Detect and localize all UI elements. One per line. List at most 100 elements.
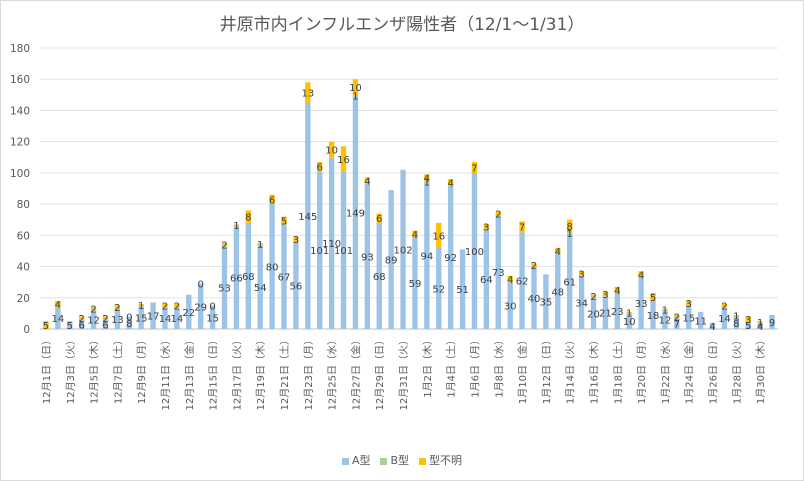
bar-segment xyxy=(495,211,501,216)
bar-segment xyxy=(126,316,132,329)
bar-segment xyxy=(317,171,323,329)
y-tick-label: 180 xyxy=(10,43,30,55)
bar-segment xyxy=(769,314,775,329)
data-label: 4 xyxy=(507,275,513,286)
x-tick-label: 12月31日（火） xyxy=(398,335,410,410)
data-label: 80 xyxy=(266,263,279,274)
data-label: 1 xyxy=(757,318,763,329)
data-label: 40 xyxy=(528,294,541,305)
bar-segment xyxy=(328,157,335,329)
data-label: 23 xyxy=(611,307,624,318)
bar-segment xyxy=(162,304,168,308)
bar-segment xyxy=(638,271,644,278)
bar-segment xyxy=(602,291,609,297)
bar-segment xyxy=(578,271,585,276)
data-label: 7 xyxy=(519,223,525,234)
data-label: 53 xyxy=(218,284,231,295)
x-tick-label: 12月5日（木） xyxy=(89,335,101,404)
data-label: 4 xyxy=(55,300,61,311)
data-label: 10 xyxy=(623,317,636,328)
data-label: 33 xyxy=(635,299,648,310)
bar-segment xyxy=(412,236,418,329)
bar-segment xyxy=(162,307,168,329)
data-label: 6 xyxy=(269,195,275,206)
x-tick-label: 12月1日（日） xyxy=(41,335,53,404)
bar-segment xyxy=(531,263,537,267)
bar-segment xyxy=(721,304,728,308)
x-tick-label: 1月16日（木） xyxy=(589,335,601,404)
data-label: 8 xyxy=(567,222,573,233)
legend-label: B型 xyxy=(390,454,410,467)
data-label: 110 xyxy=(322,239,341,250)
data-label: 15 xyxy=(682,313,695,324)
x-tick-label: 12月19日（木） xyxy=(255,335,267,410)
x-tick-label: 1月28日（火） xyxy=(731,335,743,404)
data-label: 15 xyxy=(206,313,219,324)
bar-segment xyxy=(352,79,359,95)
x-tick-label: 12月9日（月） xyxy=(136,335,148,404)
data-label: 2 xyxy=(162,302,168,313)
data-label: 10 xyxy=(349,83,362,94)
bar-segment xyxy=(436,247,442,329)
data-label: 2 xyxy=(531,261,537,272)
bar-segment xyxy=(424,180,430,183)
data-label: 2 xyxy=(174,302,180,313)
data-label: 51 xyxy=(456,285,469,296)
bar-segment xyxy=(55,300,61,308)
bar-segment xyxy=(114,308,121,329)
bar-segment xyxy=(626,311,632,314)
data-label: 2 xyxy=(114,303,120,314)
bar-segment xyxy=(567,219,573,233)
data-label: 52 xyxy=(432,284,445,295)
data-label: 48 xyxy=(551,288,564,299)
bar-segment xyxy=(102,319,109,329)
data-label: 14 xyxy=(51,314,64,325)
x-tick-label: 1月24日（金） xyxy=(683,335,696,404)
data-label: 92 xyxy=(444,253,457,264)
bar-segment xyxy=(78,319,85,329)
data-label: 94 xyxy=(420,252,433,263)
data-label: 1 xyxy=(424,177,430,188)
bar-segment xyxy=(721,307,728,329)
gridlines xyxy=(40,47,778,330)
x-tick-label: 12月3日（火） xyxy=(65,335,77,404)
bar-segment xyxy=(531,266,537,329)
data-label: 35 xyxy=(540,298,553,309)
data-label: 100 xyxy=(465,247,484,258)
bar-segment xyxy=(233,225,240,329)
bar-segment xyxy=(519,232,525,329)
data-label: 6 xyxy=(78,320,84,331)
bar-segment xyxy=(174,307,180,329)
data-label: 101 xyxy=(334,246,353,257)
legend-item: 型不明 xyxy=(419,452,462,468)
x-tick-label: 12月29日（日） xyxy=(374,335,386,410)
legend-item: B型 xyxy=(380,452,409,468)
data-label: 34 xyxy=(575,298,588,309)
x-tick-label: 12月21日（土） xyxy=(278,335,291,410)
bar-segment xyxy=(67,321,73,329)
data-label: 66 xyxy=(230,273,243,284)
data-label: 5 xyxy=(67,321,73,332)
data-label: 73 xyxy=(492,268,505,279)
data-label: 6 xyxy=(102,320,108,331)
bar-segment xyxy=(138,304,144,306)
bar-segment xyxy=(245,210,251,223)
data-label: 101 xyxy=(310,246,329,257)
x-tick-label: 1月6日（月） xyxy=(469,335,481,398)
data-label: 4 xyxy=(447,178,453,189)
data-label: 68 xyxy=(242,272,255,283)
bar-segment xyxy=(138,305,144,329)
bar-segment xyxy=(483,224,490,230)
legend-item: A型 xyxy=(341,452,370,468)
data-label: 12 xyxy=(659,316,672,327)
bar-segment xyxy=(352,96,359,330)
bar-segment xyxy=(507,282,513,329)
data-label: 14 xyxy=(171,314,184,325)
data-label: 68 xyxy=(373,272,386,283)
data-label: 102 xyxy=(394,245,413,256)
data-label: 0 xyxy=(198,280,204,291)
data-label: 29 xyxy=(194,302,207,313)
data-label: 4 xyxy=(709,322,715,333)
data-label: 4 xyxy=(614,286,620,297)
